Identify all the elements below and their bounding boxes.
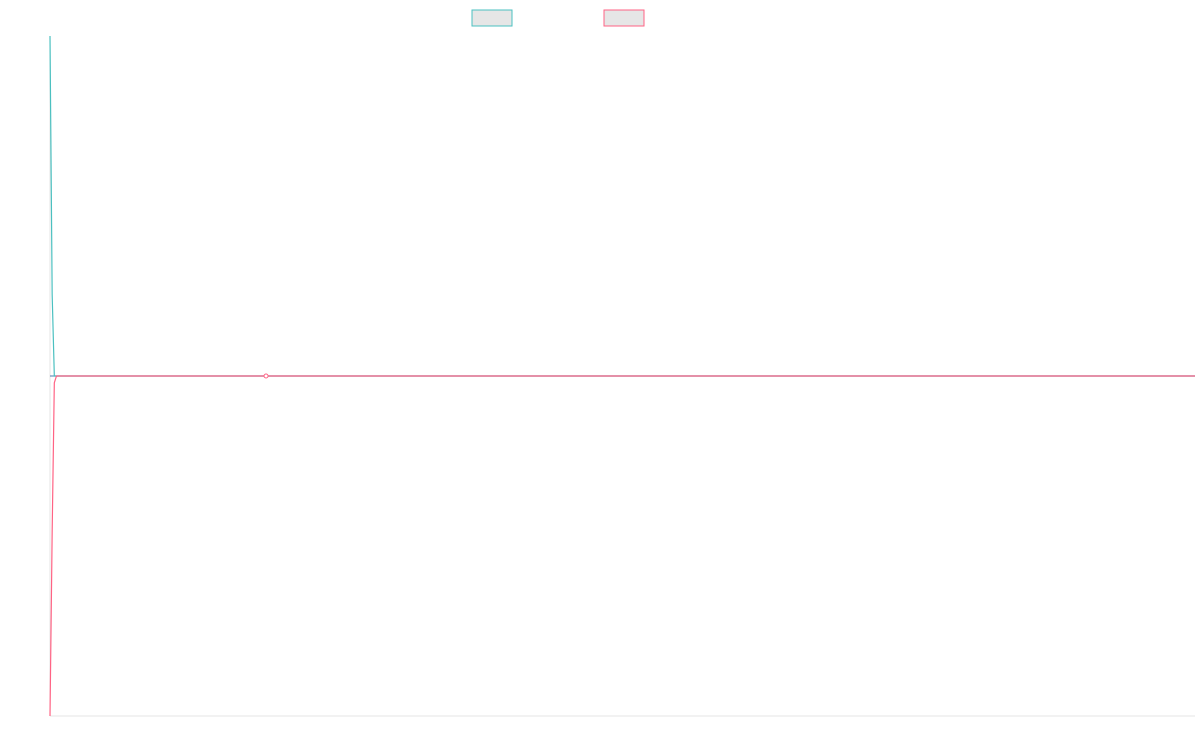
plot-area xyxy=(49,35,1195,717)
legend[interactable] xyxy=(471,9,645,27)
data-point-marker[interactable] xyxy=(263,373,269,379)
legend-swatch-1[interactable] xyxy=(471,9,513,27)
series-line-2 xyxy=(49,375,1195,717)
legend-swatch-2[interactable] xyxy=(603,9,645,27)
series-line-1 xyxy=(49,35,1195,377)
